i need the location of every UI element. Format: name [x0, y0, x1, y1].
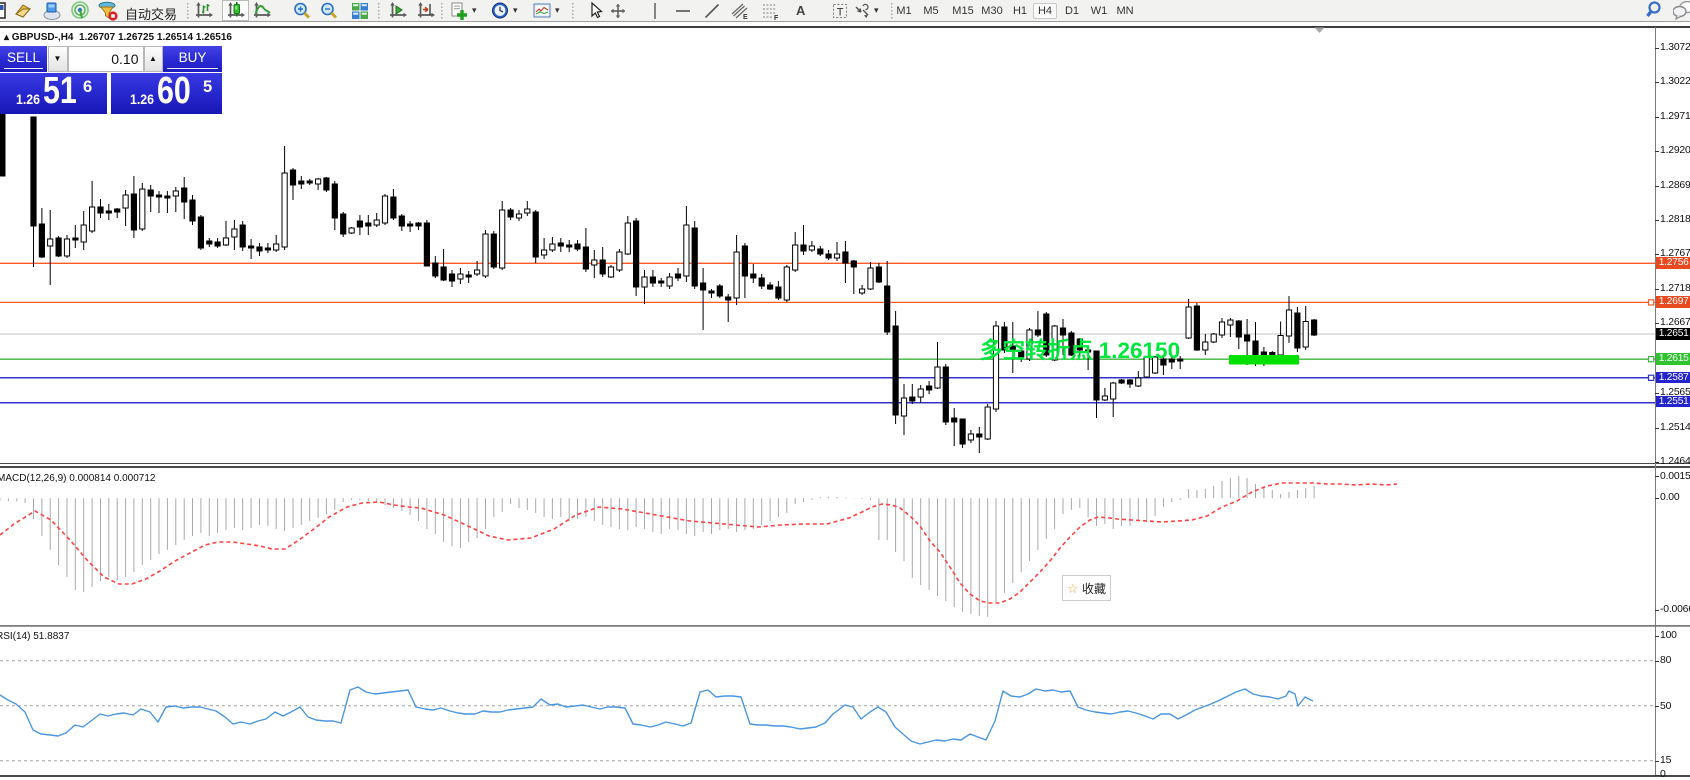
svg-text:T: T: [837, 7, 844, 19]
svg-text:E: E: [743, 14, 748, 21]
svg-text:F: F: [774, 15, 779, 21]
